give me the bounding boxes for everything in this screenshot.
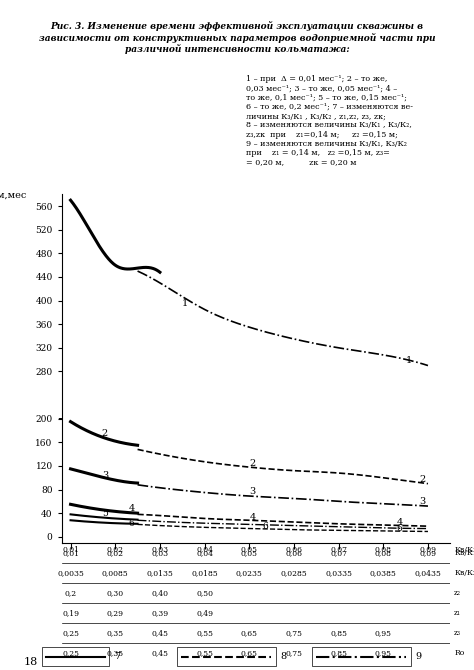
Text: 2: 2 — [419, 476, 425, 484]
Text: Rо: Rо — [454, 649, 465, 657]
Text: 1: 1 — [182, 299, 189, 308]
Text: 3: 3 — [102, 471, 108, 480]
Text: 0,02: 0,02 — [107, 549, 124, 557]
Text: Кв/К₁: Кв/К₁ — [455, 545, 474, 553]
Text: 0,0335: 0,0335 — [325, 569, 352, 577]
Text: 0,01: 0,01 — [62, 549, 79, 557]
Text: 6: 6 — [263, 522, 268, 531]
Text: 0,0235: 0,0235 — [236, 569, 263, 577]
Text: 0,06: 0,06 — [285, 549, 302, 557]
Text: Рис. 3. Изменение времени эффективной эксплуатации скважины в
зависимости от кон: Рис. 3. Изменение времени эффективной эк… — [39, 21, 435, 54]
Text: 0,07: 0,07 — [330, 545, 347, 553]
Text: 1 – при  Δ = 0,01 мес⁻¹; 2 – то же,
0,03 мес⁻¹; 3 – то же, 0,05 мес⁻¹; 4 –
то же: 1 – при Δ = 0,01 мес⁻¹; 2 – то же, 0,03 … — [246, 76, 413, 166]
Text: 0,0435: 0,0435 — [415, 569, 441, 577]
Text: 7: 7 — [114, 652, 120, 661]
Text: 0,08: 0,08 — [375, 549, 392, 557]
Text: 0,95: 0,95 — [375, 649, 392, 657]
Text: 0,25: 0,25 — [62, 649, 79, 657]
Text: 0,75: 0,75 — [285, 649, 302, 657]
Text: 4: 4 — [128, 505, 135, 513]
Text: Кв/К₁: Кв/К₁ — [454, 549, 474, 557]
Text: 0,02: 0,02 — [107, 545, 124, 553]
Text: 0,45: 0,45 — [151, 649, 168, 657]
Text: 0,49: 0,49 — [196, 609, 213, 617]
Text: 0,05: 0,05 — [241, 545, 258, 553]
Text: z₂: z₂ — [454, 589, 461, 597]
Text: 2: 2 — [249, 459, 255, 468]
Text: 0,45: 0,45 — [151, 629, 168, 637]
Text: 0,09: 0,09 — [419, 545, 437, 553]
Text: 8: 8 — [281, 652, 286, 661]
Text: 0,04: 0,04 — [196, 549, 213, 557]
Text: 0,85: 0,85 — [330, 649, 347, 657]
Text: 18: 18 — [24, 657, 38, 667]
Text: 0,04: 0,04 — [196, 545, 213, 553]
Text: 0,25: 0,25 — [62, 629, 79, 637]
Text: 0,09: 0,09 — [419, 549, 437, 557]
Text: 1: 1 — [406, 356, 412, 364]
Text: 0,55: 0,55 — [196, 649, 213, 657]
Text: 0,2: 0,2 — [64, 589, 77, 597]
Text: 6: 6 — [397, 525, 402, 533]
Text: 0,03: 0,03 — [151, 545, 168, 553]
Text: 0,0185: 0,0185 — [191, 569, 218, 577]
Text: Кв/К₂: Кв/К₂ — [454, 569, 474, 577]
Text: 0,95: 0,95 — [375, 629, 392, 637]
Text: 0,08: 0,08 — [375, 545, 392, 553]
Text: 0,39: 0,39 — [151, 609, 168, 617]
Text: 0,19: 0,19 — [62, 609, 79, 617]
Text: 0,30: 0,30 — [107, 589, 124, 597]
Text: z₁: z₁ — [454, 609, 461, 617]
Text: 6: 6 — [128, 519, 135, 528]
Text: 9: 9 — [415, 652, 421, 661]
Text: 0,03: 0,03 — [151, 549, 168, 557]
Text: z₃: z₃ — [454, 629, 461, 637]
Text: 0,05: 0,05 — [241, 549, 258, 557]
Text: 0,01: 0,01 — [62, 545, 79, 553]
Text: 0,0385: 0,0385 — [370, 569, 397, 577]
Text: 0,29: 0,29 — [107, 609, 124, 617]
Text: 0,75: 0,75 — [285, 629, 302, 637]
Text: 3: 3 — [419, 496, 425, 506]
Text: 0,07: 0,07 — [330, 549, 347, 557]
Text: 5: 5 — [102, 509, 108, 518]
Text: 0,0085: 0,0085 — [102, 569, 128, 577]
Text: 0,85: 0,85 — [330, 629, 347, 637]
Text: 0,06: 0,06 — [285, 545, 302, 553]
Text: 4: 4 — [397, 518, 403, 527]
Text: 0,40: 0,40 — [151, 589, 168, 597]
Text: 0,55: 0,55 — [196, 629, 213, 637]
Text: 0,65: 0,65 — [241, 629, 258, 637]
Text: 0,50: 0,50 — [196, 589, 213, 597]
Text: 0,65: 0,65 — [241, 649, 258, 657]
Y-axis label: t м,мес: t м,мес — [0, 191, 27, 200]
Text: 0,35: 0,35 — [107, 649, 124, 657]
Text: 3: 3 — [249, 487, 255, 496]
Text: 0,0135: 0,0135 — [146, 569, 173, 577]
Text: 0,0035: 0,0035 — [57, 569, 84, 577]
Text: 0,0285: 0,0285 — [281, 569, 307, 577]
Text: 4: 4 — [249, 513, 255, 522]
Text: 0,35: 0,35 — [107, 629, 124, 637]
Text: 2: 2 — [102, 429, 108, 438]
